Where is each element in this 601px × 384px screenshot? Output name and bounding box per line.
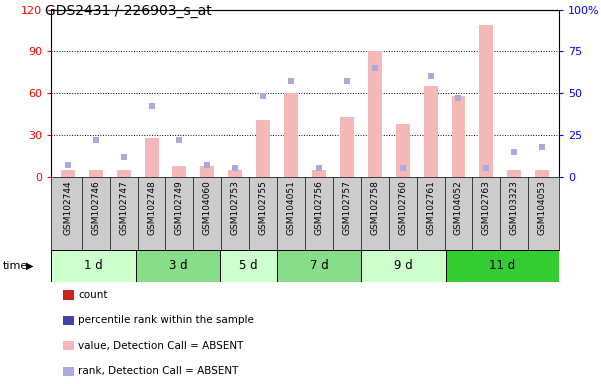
Bar [480, 25, 493, 177]
Bar [228, 170, 242, 177]
Text: 11 d: 11 d [489, 260, 516, 272]
Bar [221, 250, 277, 282]
Text: time: time [3, 261, 28, 271]
Text: GSM102753: GSM102753 [231, 180, 240, 235]
Bar [340, 117, 354, 177]
Text: GSM102756: GSM102756 [314, 180, 323, 235]
Text: GSM104052: GSM104052 [454, 180, 463, 235]
Text: GSM102761: GSM102761 [426, 180, 435, 235]
Bar [451, 96, 465, 177]
Bar [172, 166, 186, 177]
Text: 5 d: 5 d [239, 260, 258, 272]
Bar [136, 250, 221, 282]
Text: percentile rank within the sample: percentile rank within the sample [78, 315, 254, 325]
Bar [145, 138, 159, 177]
Bar [61, 170, 75, 177]
Text: 9 d: 9 d [394, 260, 413, 272]
Text: GSM102763: GSM102763 [482, 180, 491, 235]
Bar [395, 124, 410, 177]
Bar [51, 250, 136, 282]
Bar [424, 86, 438, 177]
Text: count: count [78, 290, 108, 300]
Text: GSM102744: GSM102744 [63, 180, 72, 235]
Text: GSM102749: GSM102749 [175, 180, 184, 235]
Bar [277, 250, 361, 282]
Text: GSM102755: GSM102755 [258, 180, 267, 235]
Text: GSM104060: GSM104060 [203, 180, 212, 235]
Text: 1 d: 1 d [84, 260, 103, 272]
Text: GSM102748: GSM102748 [147, 180, 156, 235]
Text: GSM104053: GSM104053 [538, 180, 547, 235]
Bar [89, 170, 103, 177]
Bar [368, 51, 382, 177]
Bar [256, 119, 270, 177]
Bar [284, 93, 298, 177]
Text: GSM103323: GSM103323 [510, 180, 519, 235]
Bar [507, 170, 521, 177]
Bar [312, 170, 326, 177]
Text: GSM102758: GSM102758 [370, 180, 379, 235]
Bar [361, 250, 446, 282]
Text: GSM102747: GSM102747 [119, 180, 128, 235]
Text: GDS2431 / 226903_s_at: GDS2431 / 226903_s_at [45, 4, 212, 18]
Bar [535, 170, 549, 177]
Text: 3 d: 3 d [169, 260, 188, 272]
Text: 7 d: 7 d [310, 260, 329, 272]
Text: ▶: ▶ [26, 261, 33, 271]
Text: GSM102757: GSM102757 [343, 180, 352, 235]
Bar [117, 170, 130, 177]
Text: GSM102760: GSM102760 [398, 180, 407, 235]
Bar [200, 166, 215, 177]
Bar [446, 250, 559, 282]
Text: value, Detection Call = ABSENT: value, Detection Call = ABSENT [78, 341, 243, 351]
Text: GSM102746: GSM102746 [91, 180, 100, 235]
Text: rank, Detection Call = ABSENT: rank, Detection Call = ABSENT [78, 366, 239, 376]
Text: GSM104051: GSM104051 [287, 180, 296, 235]
